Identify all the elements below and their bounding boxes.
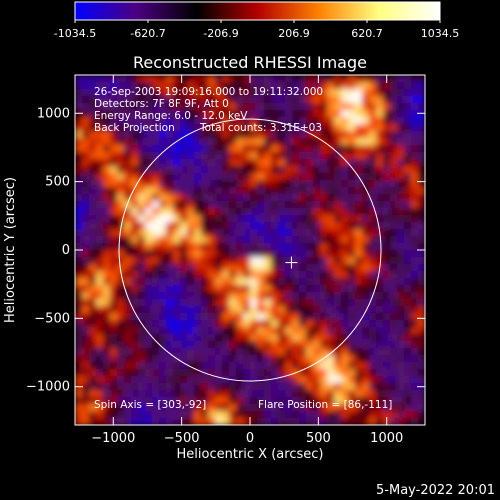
x-tick-label: 0 [246,431,254,446]
info-time-range: 26-Sep-2003 19:09:16.000 to 19:11:32.000 [94,86,323,98]
y-axis: −1000 −500 0 500 1000 [26,106,425,395]
info-spin-axis: Spin Axis = [303,-92] [94,399,206,411]
colorbar-tick-label: -1034.5 [54,27,96,40]
chart-title: Reconstructed RHESSI Image [133,53,367,72]
x-tick-label: −500 [164,431,200,446]
y-axis-label: Heliocentric Y (arcsec) [3,177,18,323]
heatmap-image [75,75,425,425]
colorbar-tick-label: 620.7 [351,27,383,40]
colorbar-ticks: -1034.5 -620.7 -206.9 206.9 620.7 1034.5 [54,20,459,40]
y-tick-label: −500 [34,311,70,326]
info-annotations: 26-Sep-2003 19:09:16.000 to 19:11:32.000… [94,86,392,411]
plot-area [75,75,425,425]
info-detectors: Detectors: 7F 8F 9F, Att 0 [94,98,229,110]
info-flare-position: Flare Position = [86,-111] [258,399,392,411]
x-tick-label: 1000 [370,431,403,446]
x-axis: −1000 −500 0 500 1000 [91,75,403,446]
colorbar-tick-label: 206.9 [278,27,310,40]
info-energy-range: Energy Range: 6.0 - 12.0 keV [94,110,248,122]
y-tick-label: 1000 [37,106,70,121]
y-tick-label: 500 [45,175,70,190]
colorbar-strip [74,1,441,21]
flare-position-marker [285,256,298,269]
colorbar-tick-label: -620.7 [130,27,165,40]
x-tick-label: 500 [306,431,331,446]
colorbar: -1034.5 -620.7 -206.9 206.9 620.7 1034.5 [54,1,459,40]
info-method: Back Projection [94,122,175,134]
x-tick-label: −1000 [91,431,135,446]
solar-limb-circle [118,118,382,382]
footer-date: 5-May-2022 20:01 [376,483,495,498]
x-axis-label: Heliocentric X (arcsec) [177,447,324,462]
colorbar-tick-label: 1034.5 [421,27,460,40]
y-tick-label: −1000 [26,380,70,395]
info-total-counts: Total counts: 3.31E+03 [199,122,322,134]
y-tick-label: 0 [62,243,70,258]
colorbar-tick-label: -206.9 [203,27,238,40]
